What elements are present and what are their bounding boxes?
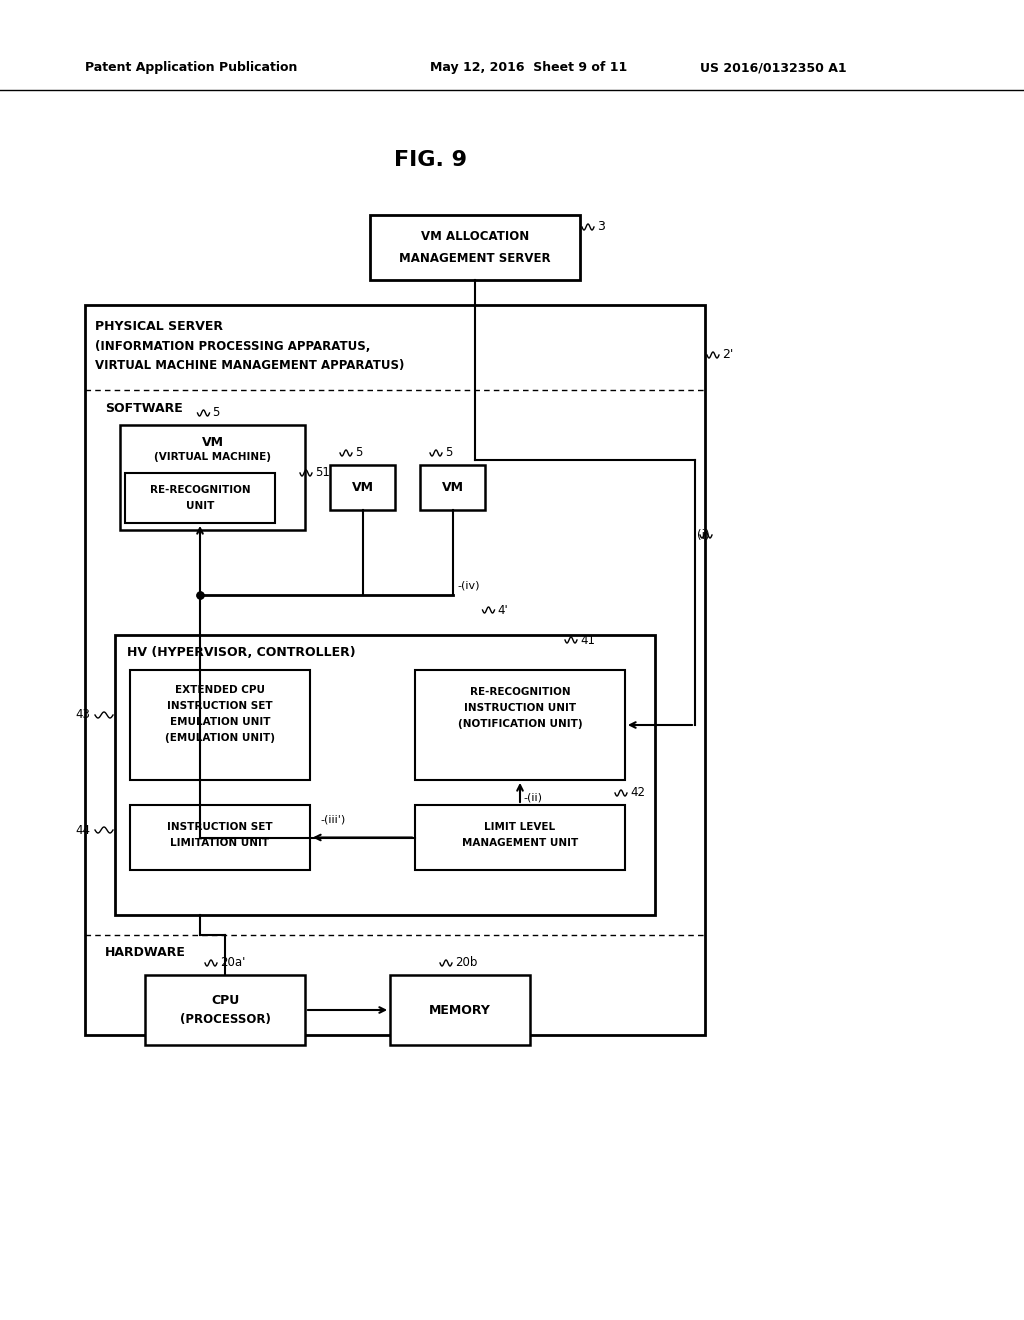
Text: (NOTIFICATION UNIT): (NOTIFICATION UNIT): [458, 719, 583, 729]
Text: 5: 5: [355, 446, 362, 459]
Text: Patent Application Publication: Patent Application Publication: [85, 62, 297, 74]
Text: SOFTWARE: SOFTWARE: [105, 401, 182, 414]
Text: INSTRUCTION SET: INSTRUCTION SET: [167, 701, 272, 711]
Text: UNIT: UNIT: [185, 502, 214, 511]
Text: HV (HYPERVISOR, CONTROLLER): HV (HYPERVISOR, CONTROLLER): [127, 647, 355, 660]
FancyBboxPatch shape: [415, 671, 625, 780]
Text: (EMULATION UNIT): (EMULATION UNIT): [165, 733, 275, 743]
Text: EMULATION UNIT: EMULATION UNIT: [170, 717, 270, 727]
Text: LIMITATION UNIT: LIMITATION UNIT: [170, 838, 269, 847]
Text: -(iii'): -(iii'): [319, 814, 345, 825]
FancyBboxPatch shape: [390, 975, 530, 1045]
Text: 42: 42: [630, 787, 645, 800]
Text: LIMIT LEVEL: LIMIT LEVEL: [484, 822, 556, 832]
Text: RE-RECOGNITION: RE-RECOGNITION: [470, 686, 570, 697]
Text: 2': 2': [722, 348, 733, 362]
Text: INSTRUCTION UNIT: INSTRUCTION UNIT: [464, 704, 577, 713]
Text: VM ALLOCATION: VM ALLOCATION: [421, 231, 529, 243]
Text: PHYSICAL SERVER: PHYSICAL SERVER: [95, 321, 223, 334]
FancyBboxPatch shape: [85, 305, 705, 1035]
FancyBboxPatch shape: [120, 425, 305, 531]
Text: 20a': 20a': [220, 957, 246, 969]
Text: (INFORMATION PROCESSING APPARATUS,: (INFORMATION PROCESSING APPARATUS,: [95, 341, 371, 354]
FancyBboxPatch shape: [130, 671, 310, 780]
FancyBboxPatch shape: [145, 975, 305, 1045]
FancyBboxPatch shape: [125, 473, 275, 523]
FancyBboxPatch shape: [370, 215, 580, 280]
Text: HARDWARE: HARDWARE: [105, 946, 186, 960]
Text: 20b: 20b: [455, 957, 477, 969]
Text: (i): (i): [697, 528, 710, 541]
Text: US 2016/0132350 A1: US 2016/0132350 A1: [700, 62, 847, 74]
Text: -(ii): -(ii): [523, 792, 542, 803]
Text: 5: 5: [445, 446, 453, 459]
Text: -(iv): -(iv): [458, 579, 480, 590]
Text: FIG. 9: FIG. 9: [393, 150, 467, 170]
Text: (PROCESSOR): (PROCESSOR): [179, 1014, 270, 1027]
FancyBboxPatch shape: [115, 635, 655, 915]
Text: VM: VM: [351, 480, 374, 494]
FancyBboxPatch shape: [130, 805, 310, 870]
Text: MANAGEMENT UNIT: MANAGEMENT UNIT: [462, 838, 579, 847]
FancyBboxPatch shape: [420, 465, 485, 510]
Text: 4': 4': [498, 603, 508, 616]
Text: 3: 3: [597, 220, 605, 234]
Text: VIRTUAL MACHINE MANAGEMENT APPARATUS): VIRTUAL MACHINE MANAGEMENT APPARATUS): [95, 359, 404, 371]
Text: MEMORY: MEMORY: [429, 1003, 490, 1016]
FancyBboxPatch shape: [415, 805, 625, 870]
Text: MANAGEMENT SERVER: MANAGEMENT SERVER: [399, 252, 551, 264]
Text: CPU: CPU: [211, 994, 240, 1006]
Text: May 12, 2016  Sheet 9 of 11: May 12, 2016 Sheet 9 of 11: [430, 62, 628, 74]
Text: RE-RECOGNITION: RE-RECOGNITION: [150, 484, 250, 495]
Text: EXTENDED CPU: EXTENDED CPU: [175, 685, 265, 696]
Text: INSTRUCTION SET: INSTRUCTION SET: [167, 822, 272, 832]
Text: 43: 43: [75, 709, 90, 722]
Text: 41: 41: [580, 634, 595, 647]
FancyBboxPatch shape: [330, 465, 395, 510]
Text: 51: 51: [315, 466, 330, 479]
Text: 44: 44: [75, 824, 90, 837]
Text: VM: VM: [202, 437, 223, 450]
Text: (VIRTUAL MACHINE): (VIRTUAL MACHINE): [154, 451, 271, 462]
Text: VM: VM: [441, 480, 464, 494]
Text: 5: 5: [213, 407, 220, 420]
